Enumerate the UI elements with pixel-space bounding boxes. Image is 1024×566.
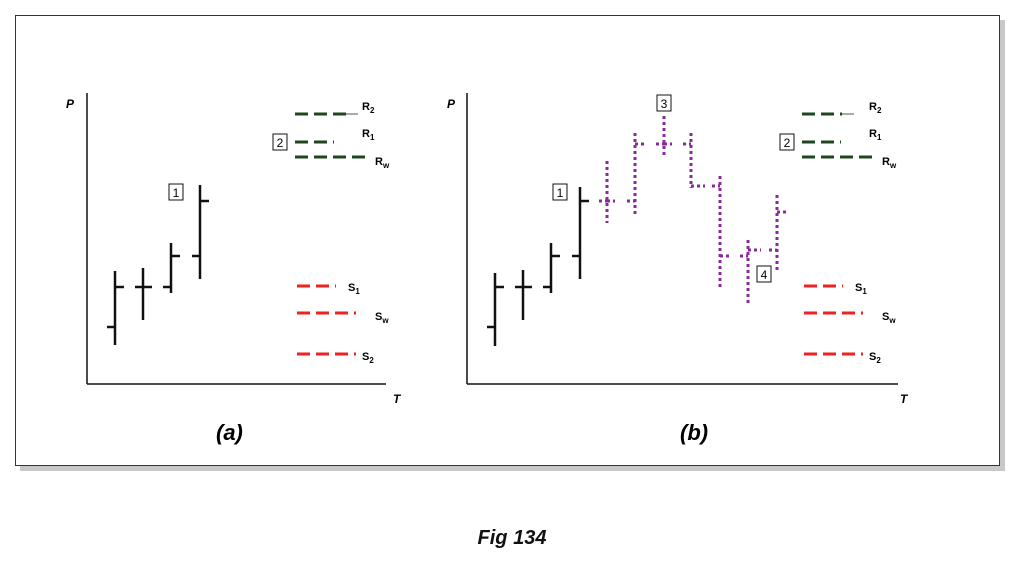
projected-bar (740, 240, 761, 306)
marker-3: 3 (656, 94, 672, 112)
figure-caption: Fig 134 (477, 527, 547, 549)
label-s1: S1 (855, 282, 867, 296)
marker-1: 1 (552, 183, 568, 201)
price-bar (543, 243, 560, 293)
panel-a: P T 1 2 R2 R1 Rw (66, 93, 402, 445)
panel-b: P T 1 3 4 (447, 93, 909, 445)
projected-bar (769, 195, 787, 271)
label-sw: Sw (375, 311, 389, 325)
y-axis-label: P (66, 97, 75, 111)
projected-bar (599, 161, 615, 223)
label-sw: Sw (882, 311, 896, 325)
svg-text:4: 4 (761, 268, 768, 282)
price-bar (163, 243, 180, 293)
price-bar (107, 271, 124, 345)
price-bar (192, 185, 209, 279)
price-bar (515, 270, 532, 320)
label-r1: R1 (869, 128, 882, 142)
projected-bar (683, 133, 705, 188)
projected-bar (627, 133, 647, 216)
label-s2: S2 (362, 351, 374, 365)
marker-2: 2 (779, 133, 795, 151)
resistance-levels (295, 112, 370, 159)
label-rw: Rw (882, 156, 897, 170)
x-axis-label: T (393, 392, 402, 406)
label-r2: R2 (362, 101, 375, 115)
figure-frame: P T 1 2 R2 R1 Rw (15, 15, 1000, 466)
price-bar (135, 268, 152, 320)
svg-text:2: 2 (784, 136, 791, 150)
price-bars (487, 187, 589, 346)
figure-diagram: P T 1 2 R2 R1 Rw (66, 93, 909, 445)
label-r1: R1 (362, 128, 375, 142)
marker-2: 2 (272, 133, 288, 151)
projected-bars (599, 116, 787, 306)
svg-text:2: 2 (277, 136, 284, 150)
price-bars (107, 185, 209, 345)
svg-text:1: 1 (173, 186, 180, 200)
panel-caption: (b) (680, 420, 708, 445)
marker-4: 4 (756, 265, 772, 283)
projected-bar (712, 176, 732, 288)
price-bar (572, 187, 589, 279)
resistance-levels (802, 112, 877, 159)
svg-text:3: 3 (661, 97, 668, 111)
projected-bar (656, 116, 672, 158)
label-s2: S2 (869, 351, 881, 365)
label-r2: R2 (869, 101, 882, 115)
support-levels (297, 284, 356, 356)
marker-1: 1 (168, 183, 184, 201)
support-levels (804, 284, 863, 356)
panel-caption: (a) (216, 420, 243, 445)
label-s1: S1 (348, 282, 360, 296)
x-axis-label: T (900, 392, 909, 406)
price-bar (487, 273, 504, 346)
svg-text:1: 1 (557, 186, 564, 200)
label-rw: Rw (375, 156, 390, 170)
y-axis-label: P (447, 97, 456, 111)
